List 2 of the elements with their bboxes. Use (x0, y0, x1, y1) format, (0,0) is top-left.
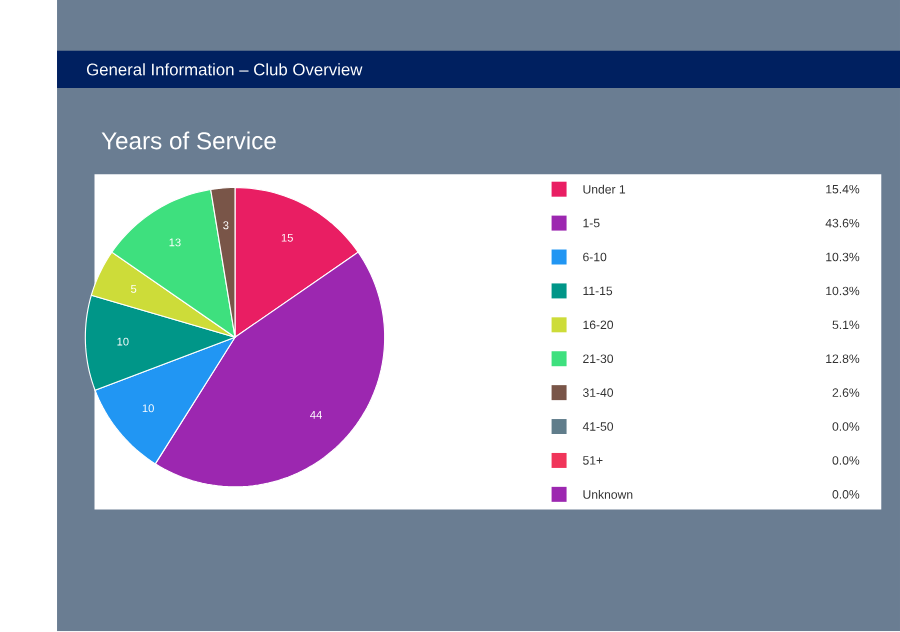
chart-subtitle: Years of Service (101, 131, 276, 150)
chart-title: General Information – Club Overview (86, 63, 363, 76)
